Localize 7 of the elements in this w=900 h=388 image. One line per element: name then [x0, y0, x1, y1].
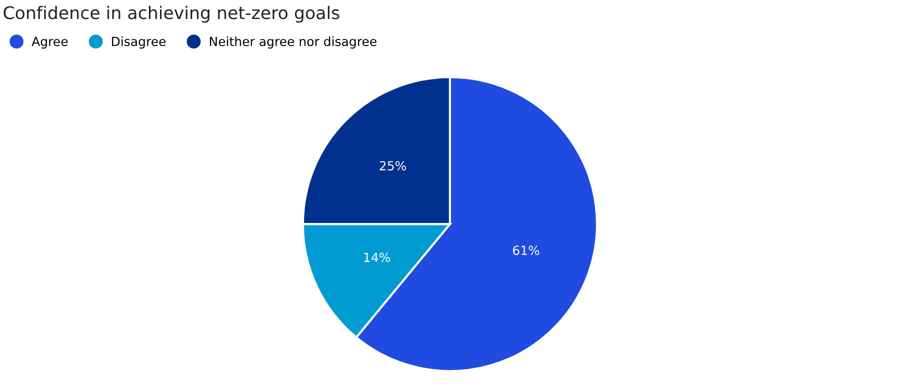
data-label: 61%	[513, 246, 540, 256]
data-label: 14%	[364, 252, 390, 262]
legend-label: Agree	[32, 36, 68, 49]
legend-label: Neither agree nor disagree	[210, 36, 376, 49]
legend-label: Disagree	[112, 36, 166, 49]
data-label: 25%	[380, 161, 406, 171]
chart-title: Confidence in achieving net-zero goals	[4, 6, 340, 23]
